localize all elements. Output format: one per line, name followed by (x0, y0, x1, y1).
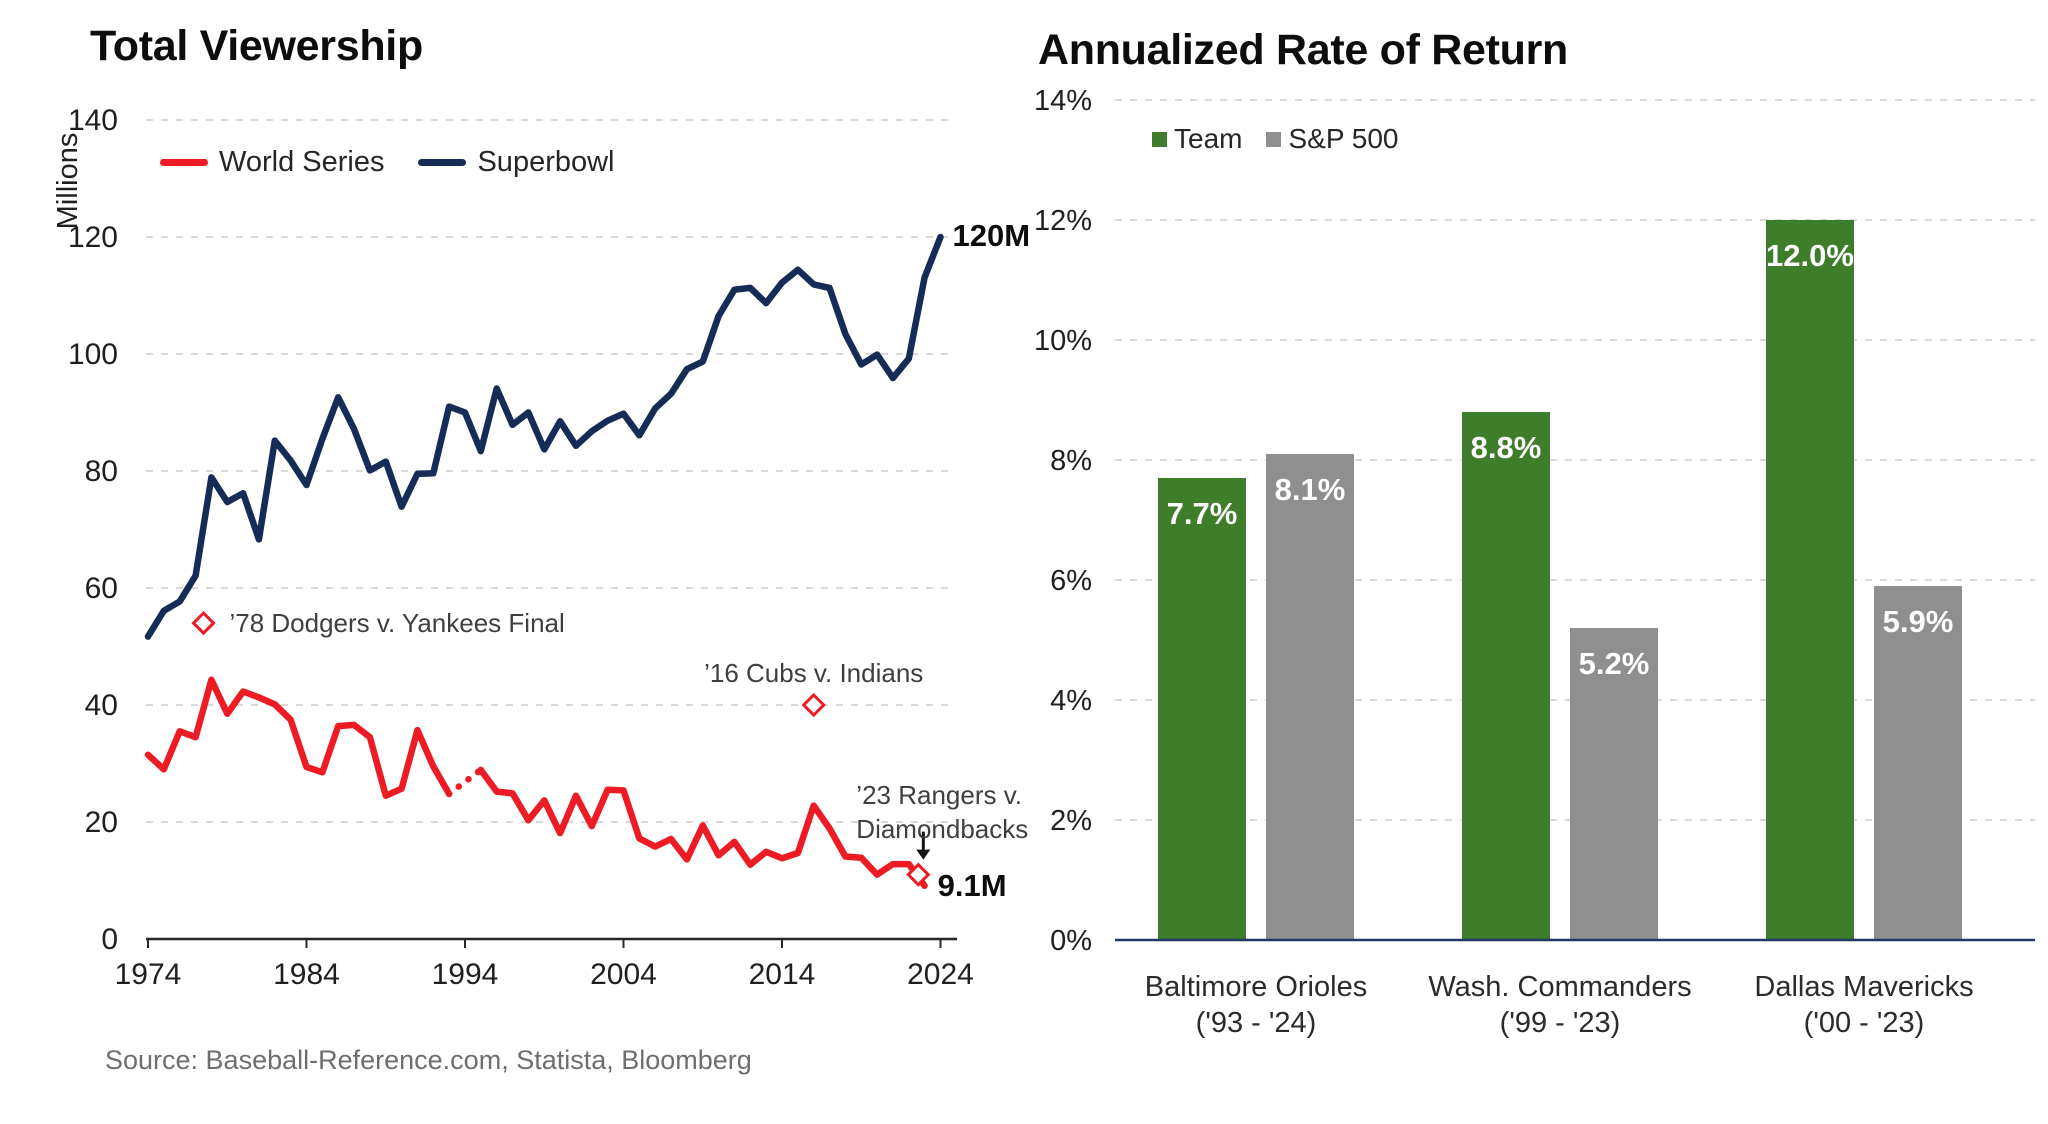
svg-text:2024: 2024 (907, 958, 974, 991)
bar (1462, 412, 1550, 940)
bar (1874, 586, 1962, 940)
viewership-chart-title: Total Viewership (90, 22, 423, 70)
sp500-swatch (1266, 131, 1282, 147)
bar-value-label: 5.9% (1883, 604, 1954, 639)
superbowl-label: Superbowl (477, 146, 615, 178)
legend-item-world-series: World Series (160, 146, 384, 179)
svg-text:Wash. Commanders('99 - '23): Wash. Commanders ('99 - '23) (1428, 971, 1691, 1039)
bar-value-label: 7.7% (1167, 496, 1238, 531)
svg-text:120: 120 (68, 221, 118, 254)
x-axis: 1974 1984 1994 2004 2014 2024 (115, 937, 974, 991)
svg-text:80: 80 (85, 455, 118, 488)
svg-text:2004: 2004 (590, 958, 657, 991)
annotation-markers (191, 610, 931, 887)
svg-text:140: 140 (68, 104, 118, 137)
world-series-end-value-label: 9.1M (937, 867, 1007, 903)
annotation-23-rangers-diamondbacks: ’23 Rangers v. Diamondbacks (856, 779, 1029, 844)
bar-value-label: 8.1% (1275, 472, 1346, 507)
returns-legend: Team S&P 500 (1152, 123, 1399, 155)
svg-text:100: 100 (68, 338, 118, 371)
bar (1766, 220, 1854, 940)
y-gridlines (146, 119, 950, 823)
bar (1266, 454, 1354, 940)
world-series-line (144, 676, 928, 890)
svg-text:1974: 1974 (115, 958, 182, 991)
legend-item-superbowl: Superbowl (418, 146, 615, 179)
y-tick-labels: 0 20 40 60 80 100 120 140 (68, 104, 118, 956)
bar-value-label: 5.2% (1579, 646, 1650, 681)
svg-text:1994: 1994 (432, 958, 499, 991)
superbowl-line (144, 233, 944, 640)
annotation-78-dodgers-yankees: ’78 Dodgers v. Yankees Final (229, 608, 565, 639)
svg-text:20: 20 (85, 806, 118, 839)
sp500-bars: 8.1% 5.2% 5.9% (1266, 454, 1962, 940)
red-diamond-marker (801, 692, 826, 718)
bar (1570, 628, 1658, 940)
svg-text:4%: 4% (1050, 685, 1092, 717)
svg-text:12%: 12% (1034, 205, 1092, 237)
red-diamond-marker (906, 862, 931, 887)
world-series-label: World Series (219, 146, 385, 178)
bar (1158, 478, 1246, 940)
viewership-legend: World Series Superbowl (160, 146, 615, 179)
svg-text:1984: 1984 (273, 958, 340, 991)
svg-text:0%: 0% (1050, 925, 1092, 957)
bar-value-label: 12.0% (1766, 238, 1854, 273)
legend-item-team: Team (1152, 123, 1242, 155)
svg-text:0: 0 (101, 923, 118, 956)
sp500-label: S&P 500 (1288, 123, 1399, 154)
returns-chart-title: Annualized Rate of Return (1038, 26, 1569, 74)
svg-text:40: 40 (85, 689, 118, 722)
legend-item-sp500: S&P 500 (1266, 123, 1399, 155)
team-swatch (1152, 131, 1167, 147)
svg-text:14%: 14% (1034, 85, 1092, 117)
returns-bar-chart: 0% 2% 4% 6% 8% 10% 12% 14% 7.7% 8.8% 12.0% 8.1% 5.2%… (1034, 85, 2035, 1039)
svg-text:60: 60 (85, 572, 118, 605)
svg-text:10%: 10% (1034, 325, 1092, 357)
superbowl-swatch (418, 159, 467, 166)
svg-text:Baltimore Orioles('93 - '24): Baltimore Orioles ('93 - '24) (1145, 971, 1367, 1039)
source-citation: Source: Baseball-Reference.com, Statista… (105, 1045, 752, 1075)
svg-text:2%: 2% (1050, 805, 1092, 837)
svg-text:Dallas Mavericks('00 - '23): Dallas Mavericks ('00 - '23) (1754, 971, 1973, 1039)
svg-text:8%: 8% (1050, 445, 1092, 477)
team-label: Team (1174, 123, 1243, 154)
annotation-16-cubs-indians: ’16 Cubs v. Indians (704, 658, 924, 688)
bar-value-label: 8.8% (1471, 430, 1542, 465)
team-bars: 7.7% 8.8% 12.0% (1158, 220, 1854, 940)
down-arrow-head (916, 849, 931, 860)
svg-text:6%: 6% (1050, 565, 1092, 597)
viewership-line-chart: 0 20 40 60 80 100 120 140 1974 1984 1994 2004 2014 20… (68, 104, 974, 991)
svg-text:2014: 2014 (749, 958, 816, 991)
world-series-swatch (160, 159, 208, 166)
y-tick-labels: 0% 2% 4% 6% 8% 10% 12% 14% (1034, 85, 1092, 957)
category-labels: Baltimore Orioles ('93 - '24) Wash. Comman… (1145, 971, 1974, 1039)
superbowl-end-value-label: 120M (952, 218, 1031, 253)
red-diamond-marker (191, 610, 216, 636)
